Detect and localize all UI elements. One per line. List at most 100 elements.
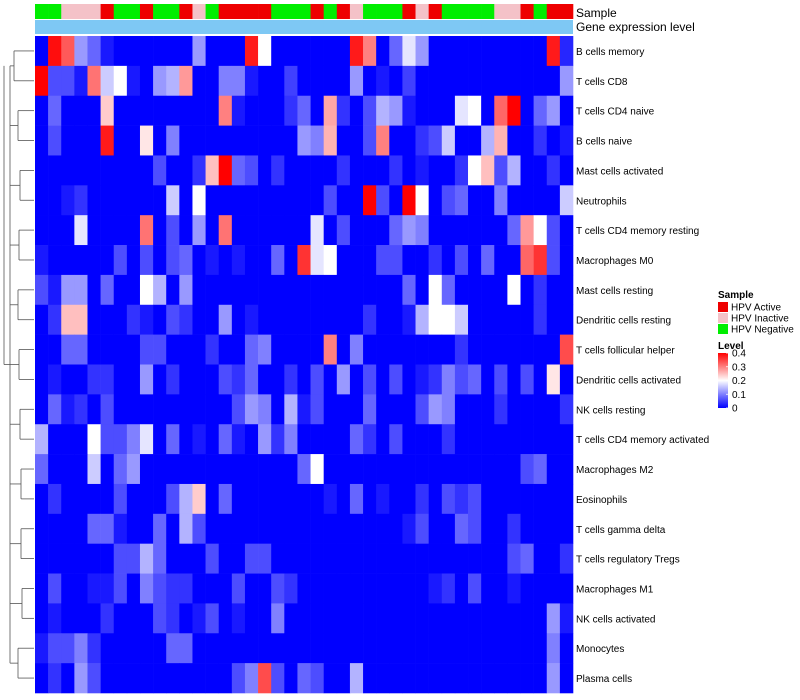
heatmap-cell (559, 633, 574, 664)
heatmap-cell (284, 513, 298, 544)
heatmap-cell (494, 65, 508, 97)
heatmap-cell (87, 663, 101, 694)
heatmap-cell (113, 245, 128, 276)
heatmap-cell (546, 394, 561, 425)
heatmap-cell (533, 36, 548, 67)
heatmap-cell (363, 513, 377, 544)
heatmap-cell (546, 155, 561, 186)
heatmap-cell (402, 274, 416, 306)
heatmap-cell (192, 155, 206, 186)
heatmap-cell (428, 394, 443, 425)
heatmap-cell (481, 304, 495, 335)
heatmap-cell (244, 125, 259, 156)
heatmap-cell (494, 155, 508, 186)
sample-annotation-cell (100, 4, 115, 19)
heatmap-cell (441, 364, 456, 395)
heatmap-cell (533, 95, 548, 126)
heatmap-cell (454, 334, 469, 365)
heatmap-cell (481, 364, 495, 395)
heatmap-cell (87, 394, 101, 425)
heatmap-cell (139, 513, 154, 544)
heatmap-cell (376, 155, 390, 186)
heatmap-cell (48, 483, 62, 515)
heatmap-cell (546, 424, 561, 455)
row-label: T cells follicular helper (576, 346, 675, 357)
heatmap-cell (389, 364, 403, 395)
heatmap-cell (507, 394, 521, 425)
heatmap-cell (61, 424, 75, 455)
heatmap-cell (74, 185, 88, 216)
heatmap-cell (533, 543, 548, 574)
heatmap-cell (87, 304, 101, 335)
heatmap-cell (61, 573, 75, 604)
sample-annotation-cell (179, 4, 193, 19)
heatmap-cell (297, 125, 311, 156)
heatmap-cell (533, 245, 548, 276)
heatmap-cell (179, 65, 193, 97)
heatmap-cell (166, 155, 180, 186)
heatmap-cell (349, 95, 364, 126)
heatmap-cell (481, 95, 495, 126)
heatmap-cell (271, 424, 285, 455)
heatmap-cell (271, 543, 285, 574)
heatmap-cell (559, 394, 574, 425)
heatmap-cell (468, 215, 482, 246)
heatmap-cell (244, 603, 259, 634)
heatmap-cell (520, 394, 534, 425)
heatmap-cell (126, 424, 141, 455)
heatmap-cell (297, 185, 311, 216)
heatmap-cell (126, 65, 141, 97)
heatmap-cell (323, 274, 338, 306)
heatmap-cell (126, 633, 141, 664)
heatmap-cell (454, 125, 469, 156)
heatmap-cell (218, 483, 233, 515)
heatmap-cell (113, 394, 128, 425)
heatmap-cell (244, 95, 259, 126)
heatmap-cell (494, 185, 508, 216)
heatmap-cell (35, 573, 49, 604)
heatmap-cell (271, 334, 285, 365)
heatmap-cell (402, 185, 416, 216)
heatmap-cell (271, 274, 285, 306)
heatmap-cell (559, 36, 574, 67)
sample-annotation-cell (297, 4, 311, 19)
heatmap-cell (192, 603, 206, 634)
heatmap-cell (74, 274, 88, 306)
heatmap-cell (244, 454, 259, 485)
heatmap-cell (481, 155, 495, 186)
heatmap-cell (376, 36, 390, 67)
heatmap-cell (74, 603, 88, 634)
heatmap-cell (336, 125, 351, 156)
heatmap-cell (323, 334, 338, 365)
heatmap-cell (205, 245, 220, 276)
heatmap-cell (100, 454, 115, 485)
sample-annotation-cell (74, 4, 88, 19)
heatmap-cell (468, 543, 482, 574)
heatmap-cell (546, 633, 561, 664)
heatmap-cell (454, 364, 469, 395)
heatmap-cell (533, 364, 548, 395)
heatmap-cell (520, 274, 534, 306)
heatmap-cell (559, 304, 574, 335)
heatmap-cell (389, 633, 403, 664)
heatmap-cell (284, 245, 298, 276)
heatmap-cell (481, 454, 495, 485)
heatmap-cell (126, 125, 141, 156)
heatmap-cell (507, 245, 521, 276)
heatmap-cell (113, 633, 128, 664)
heatmap-cell (126, 155, 141, 186)
heatmap-cell (87, 155, 101, 186)
heatmap-cell (244, 573, 259, 604)
heatmap-cell (139, 543, 154, 574)
legend-level-title: Level (718, 341, 744, 352)
heatmap-cell (48, 155, 62, 186)
heatmap-cell (297, 274, 311, 306)
heatmap-cell (481, 245, 495, 276)
heatmap-cell (559, 155, 574, 186)
heatmap-cell (389, 663, 403, 694)
heatmap-cell (559, 185, 574, 216)
row-label: T cells CD4 memory activated (576, 435, 709, 446)
heatmap-cell (546, 334, 561, 365)
heatmap-cell (323, 304, 338, 335)
heatmap-cell (402, 125, 416, 156)
